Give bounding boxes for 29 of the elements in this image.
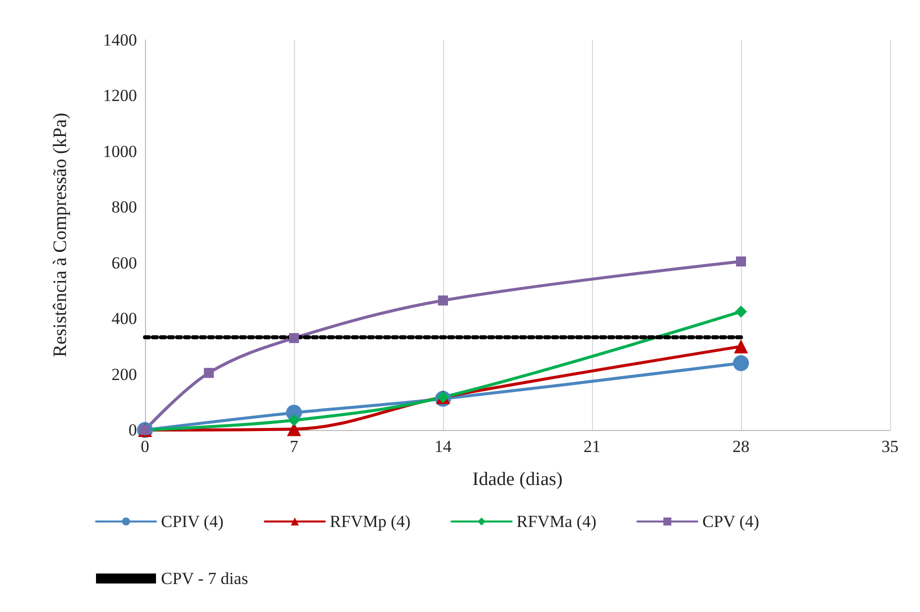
y-tick-label: 600 bbox=[112, 253, 137, 272]
point bbox=[734, 339, 748, 354]
legend-label: CPIV (4) bbox=[161, 512, 224, 531]
y-axis-title: Resistência à Compressão (kPa) bbox=[50, 112, 71, 358]
x-tick-label: 0 bbox=[140, 437, 150, 456]
legend-label: RFVMp (4) bbox=[330, 512, 411, 531]
point bbox=[288, 414, 300, 426]
y-tick-label: 1200 bbox=[103, 86, 137, 106]
y-tick-label: 0 bbox=[128, 420, 137, 440]
y-tick-label: 800 bbox=[112, 198, 137, 217]
point bbox=[736, 256, 746, 266]
y-tick-label: 1000 bbox=[103, 142, 137, 161]
x-tick-label: 35 bbox=[882, 437, 898, 456]
point bbox=[438, 295, 448, 306]
y-tick-label: 1400 bbox=[103, 30, 137, 50]
point bbox=[289, 333, 299, 344]
point bbox=[735, 306, 747, 318]
y-tick-label: 200 bbox=[112, 364, 137, 384]
x-tick-label: 7 bbox=[290, 437, 299, 456]
x-axis-title: Idade (dias) bbox=[472, 469, 563, 490]
point bbox=[733, 355, 749, 372]
x-tick-label: 28 bbox=[732, 437, 750, 456]
x-tick-label: 14 bbox=[434, 437, 452, 456]
legend-label: CPV - 7 dias bbox=[161, 569, 248, 588]
y-tick-label: 400 bbox=[112, 309, 137, 328]
x-tick-label: 21 bbox=[584, 437, 600, 456]
legend-label: CPV (4) bbox=[702, 512, 760, 531]
legend-label: RFVMa (4) bbox=[516, 512, 596, 531]
point bbox=[204, 368, 214, 378]
